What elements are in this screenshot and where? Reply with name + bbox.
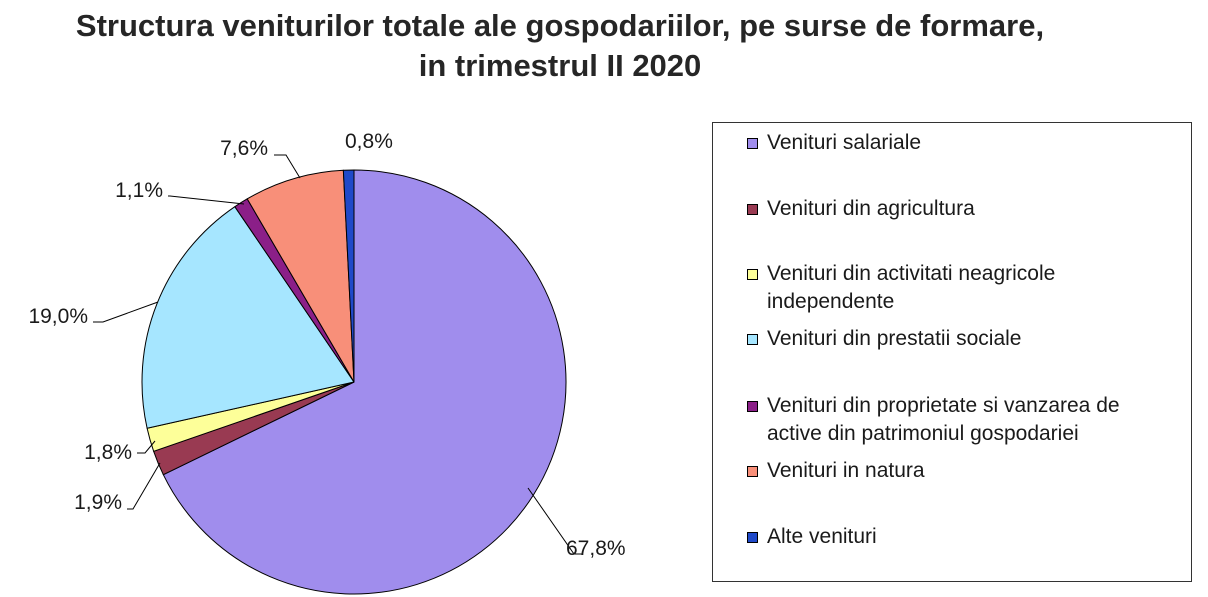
- pie-label-6: 7,6%: [220, 137, 268, 160]
- legend-swatch: [747, 269, 758, 280]
- legend-item-venituri-din-agricultura: Venituri din agricultura: [747, 195, 1167, 223]
- leader-line-6: [274, 154, 301, 179]
- pie-label-1: 67,8%: [566, 537, 626, 560]
- leader-line-3: [137, 440, 156, 454]
- leader-line-2: [127, 462, 161, 510]
- pie-slice-4: [141, 206, 355, 429]
- pie-percentage-labels: 67,8% 1,9% 1,8% 19,0% 1,1% 7,6% 0,8%: [28, 130, 625, 560]
- pie-slice-1: [162, 169, 567, 595]
- legend-swatch: [747, 204, 758, 215]
- legend-swatch: [747, 138, 758, 149]
- legend-label: Venituri din agricultura: [767, 197, 975, 220]
- pie-label-3: 1,8%: [84, 441, 132, 464]
- chart-legend: Venituri salariale Venituri din agricult…: [712, 122, 1192, 582]
- legend-label: Venituri din activitati neagricole indep…: [767, 262, 1056, 313]
- leader-line-4: [93, 301, 159, 323]
- legend-label: Venituri din proprietate si vanzarea de …: [767, 394, 1120, 445]
- legend-swatch: [747, 334, 758, 345]
- pie-label-7: 0,8%: [345, 130, 393, 153]
- pie-leader-lines: [93, 154, 582, 555]
- legend-item-venituri-salariale: Venituri salariale: [747, 129, 1167, 157]
- pie-label-5: 1,1%: [115, 179, 163, 202]
- legend-item-venituri-prestatii-sociale: Venituri din prestatii sociale: [747, 325, 1167, 353]
- legend-label: Venituri salariale: [767, 131, 922, 154]
- legend-item-venituri-din-proprietate: Venituri din proprietate si vanzarea de …: [747, 392, 1167, 448]
- pie-label-2: 1,9%: [74, 491, 122, 514]
- chart-title-line-2: in trimestrul II 2020: [418, 48, 702, 83]
- legend-item-alte-venituri: Alte venituri: [747, 523, 1167, 551]
- legend-swatch: [747, 466, 758, 477]
- legend-label: Alte venituri: [767, 525, 877, 548]
- legend-label: Venituri in natura: [767, 459, 925, 482]
- chart-title-line-1: Structura veniturilor totale ale gospoda…: [75, 8, 1045, 43]
- legend-swatch: [747, 401, 758, 412]
- leader-line-1: [527, 487, 582, 555]
- legend-item-venituri-neagricole-independente: Venituri din activitati neagricole indep…: [747, 260, 1167, 316]
- pie-chart: 67,8% 1,9% 1,8% 19,0% 1,1% 7,6% 0,8%: [28, 130, 626, 595]
- legend-label: Venituri din prestatii sociale: [767, 327, 1022, 350]
- chart-title: Structura veniturilor totale ale gospoda…: [0, 6, 1120, 86]
- legend-swatch: [747, 532, 758, 543]
- pie-label-4: 19,0%: [28, 305, 88, 328]
- pie-slices: [141, 169, 567, 595]
- pie-slice-6: [246, 169, 355, 383]
- pie-slice-7: [342, 169, 355, 383]
- legend-item-venituri-in-natura: Venituri in natura: [747, 457, 1167, 485]
- leader-line-5: [168, 195, 245, 205]
